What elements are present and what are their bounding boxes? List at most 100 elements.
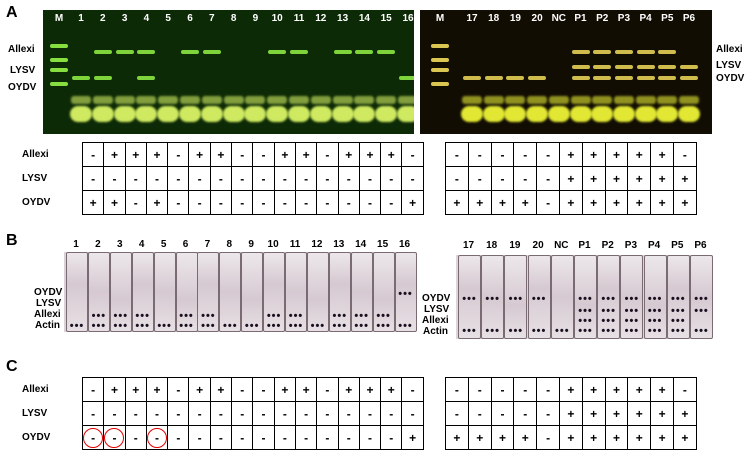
pcr-result-cell: + [358, 142, 382, 167]
lfa-result-cell: - [536, 425, 560, 450]
pcr-result-cell: - [188, 166, 211, 191]
target-band [463, 76, 481, 80]
lfa-result-cell: - [167, 401, 190, 426]
gel-lane-number: 15 [380, 13, 392, 24]
lfa-strip: ••• [66, 252, 88, 332]
pcr-result-cell: - [513, 166, 538, 191]
marker-band [50, 58, 68, 62]
lfa-result-cell: - [358, 425, 382, 450]
test-line-actin: ••• [624, 325, 640, 337]
test-line-allexi: ••• [135, 310, 150, 322]
target-band [137, 76, 156, 80]
strip-left-label-lysv: LYSV [36, 298, 62, 309]
gel-lane-number: 4 [143, 13, 150, 24]
table-row-label: OYDV [22, 432, 51, 443]
gel-lane-number: 19 [509, 13, 521, 24]
lfa-result-cell: - [467, 377, 492, 402]
lfa-result-cell: - [252, 377, 275, 402]
pcr-result-cell: + [103, 190, 126, 215]
secondary-band [398, 96, 414, 104]
test-line-actin: ••• [485, 325, 500, 337]
strip-number: 13 [333, 239, 345, 250]
lfa-result-cell: + [188, 377, 211, 402]
pcr-result-cell: + [490, 190, 515, 215]
pcr-result-cell: - [401, 142, 424, 167]
primer-dimer-band [353, 106, 376, 122]
marker-band [431, 68, 449, 72]
lfa-result-cell: + [672, 401, 697, 426]
table-row-label: OYDV [22, 197, 51, 208]
strip-number: P5 [671, 240, 684, 251]
pcr-result-cell: + [650, 142, 674, 167]
lfa-result-cell: - [380, 425, 403, 450]
pcr-result-cell: + [650, 190, 674, 215]
gel-lane-number: 10 [271, 13, 283, 24]
test-line-allexi: ••• [266, 310, 282, 322]
gel-right-label-allexi: Allexi [716, 44, 743, 55]
pcr-result-cell: - [252, 166, 275, 191]
marker-band [431, 44, 449, 48]
secondary-band [310, 96, 331, 104]
pcr-result-cell: - [490, 142, 515, 167]
lfa-result-cell: + [581, 425, 606, 450]
test-line-allexi: ••• [671, 315, 686, 327]
secondary-band [679, 96, 699, 104]
strip-number: 14 [355, 239, 367, 250]
strip-number: NC [554, 240, 569, 251]
strip-number: 8 [226, 239, 233, 250]
primer-dimer-band [113, 106, 136, 122]
primer-dimer-band [222, 106, 245, 122]
lfa-result-cell: + [358, 377, 382, 402]
target-band [268, 50, 287, 54]
gel-lane-number: 6 [187, 13, 193, 24]
gel-lane-number: 16 [402, 13, 414, 24]
primer-dimer-band [547, 106, 570, 122]
gel-left-label-lysv: LYSV [10, 65, 36, 76]
lfa-result-cell: - [188, 425, 211, 450]
pcr-result-cell: - [167, 190, 190, 215]
primer-dimer-band [91, 106, 114, 122]
lfa-result-cell: + [103, 377, 126, 402]
primer-dimer-band [200, 106, 223, 122]
marker-band [50, 82, 68, 86]
table-row: OYDV + + - + - - - - - - - - - - - + [22, 190, 424, 215]
pcr-result-cell: + [558, 190, 583, 215]
pcr-result-cell: - [231, 166, 254, 191]
lfa-result-cell: - [672, 377, 697, 402]
lfa-strip: ••• ••• [458, 255, 481, 339]
gel-lane-number: NC [551, 13, 567, 24]
lfa-result-table-right: - - - - - + + + + + - - - - - - + + + + + + + + + + - + + + + + + [445, 377, 697, 450]
primer-dimer-band [504, 106, 527, 122]
lfa-result-cell: + [401, 425, 424, 450]
secondary-band [180, 96, 200, 104]
target-band [593, 76, 612, 80]
panel-label-b: B [6, 232, 18, 249]
lfa-result-cell: - [231, 425, 254, 450]
secondary-band [136, 96, 157, 104]
pcr-result-cell: + [604, 190, 629, 215]
target-band [528, 76, 547, 80]
test-line-allexi: ••• [376, 310, 391, 322]
strip-number: P4 [647, 240, 661, 251]
strip-number: 5 [160, 239, 167, 250]
table-row-label: LYSV [22, 408, 48, 419]
discrepancy-circle-icon [104, 427, 125, 448]
pcr-result-cell: + [604, 166, 629, 191]
lfa-result-cell: + [273, 377, 296, 402]
table-row: - - - - - + + + + + + [445, 401, 697, 426]
pcr-result-cell: + [581, 190, 606, 215]
lfa-result-cell: + [627, 401, 652, 426]
lfa-strip: ••• ••• [175, 252, 198, 332]
test-line-oydv: ••• [531, 293, 547, 305]
lfa-result-cell: - [252, 425, 275, 450]
pcr-result-cell: + [294, 142, 318, 167]
secondary-band [354, 96, 375, 104]
pcr-result-cell: - [467, 142, 492, 167]
pcr-result-cell: - [124, 190, 147, 215]
lfa-result-cell: + [581, 377, 606, 402]
lfa-strip: ••• [219, 252, 242, 332]
table-row: - - - - - + + + + + - [445, 377, 697, 402]
lfa-strip: ••• ••• [372, 252, 395, 332]
lfa-strip: ••• ••• [197, 252, 220, 332]
lfa-result-cell: + [124, 377, 147, 402]
